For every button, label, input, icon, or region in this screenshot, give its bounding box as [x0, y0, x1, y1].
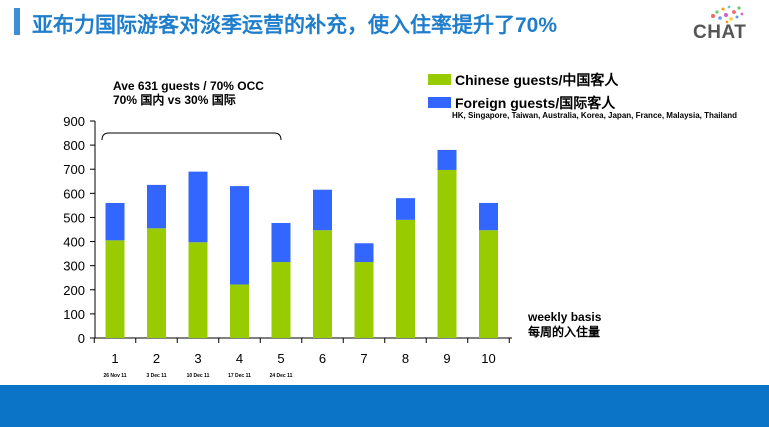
bar-foreign-3: [188, 171, 208, 243]
axis-footnote: weekly basis 每周的入住量: [528, 310, 601, 340]
bar-chinese-4: [230, 284, 249, 338]
summary-annotation: Ave 631 guests / 70% OCC 70% 国内 vs 30% 国…: [113, 79, 264, 107]
y-tick-label: 100: [63, 307, 85, 322]
legend-swatch-foreign: [428, 97, 451, 108]
bar-chinese-10: [479, 230, 498, 338]
bar-chinese-7: [354, 262, 374, 338]
legend-label-foreign: Foreign guests/国际客人: [455, 95, 616, 111]
x-tick-label: 6: [319, 351, 326, 366]
bar-foreign-8: [396, 198, 415, 220]
bar-chinese-2: [147, 228, 166, 338]
title-accent-bar: [14, 8, 20, 35]
y-tick-label: 200: [63, 283, 85, 298]
x-tick-label: 2: [153, 351, 160, 366]
x-tick-label: 1: [111, 351, 118, 366]
y-tick-label: 800: [63, 138, 85, 153]
footer-band: [0, 385, 769, 427]
bar-chinese-1: [105, 240, 125, 338]
x-tick-label: 10: [481, 351, 495, 366]
x-date-label: 3 Dec 11: [146, 373, 166, 379]
bar-foreign-2: [147, 184, 166, 229]
footnote-line-2: 每周的入住量: [528, 325, 601, 339]
bar-chinese-5: [271, 262, 291, 338]
x-date-label: 17 Dec 11: [228, 373, 251, 379]
y-tick-label: 0: [78, 331, 85, 346]
x-tick-label: 3: [194, 351, 201, 366]
bar-chinese-6: [313, 230, 332, 338]
x-tick-label: 8: [402, 351, 409, 366]
bar-chinese-8: [396, 219, 415, 338]
page-title: 亚布力国际游客对淡季运营的补充，使入住率提升了70%: [32, 14, 558, 37]
chat-logo: CHAT: [688, 2, 758, 50]
legend-swatch-chinese: [428, 74, 451, 85]
bar-foreign-1: [105, 202, 125, 241]
bar-foreign-10: [479, 202, 498, 231]
x-date-label: 24 Dec 11: [270, 373, 293, 379]
annotation-line-2: 70% 国内 vs 30% 国际: [113, 93, 236, 107]
bracket-weeks-1-5: [101, 132, 282, 141]
y-tick-label: 700: [63, 162, 85, 177]
countries-note: HK, Singapore, Taiwan, Australia, Korea,…: [452, 111, 737, 120]
logo-text: CHAT: [693, 22, 747, 43]
y-tick-label: 900: [63, 114, 85, 129]
x-tick-label: 9: [443, 351, 450, 366]
x-tick-label: 4: [236, 351, 243, 366]
bar-chinese-3: [188, 242, 208, 338]
logo-dots-icon: [711, 5, 744, 24]
x-tick-label: 7: [360, 351, 367, 366]
y-tick-label: 600: [63, 186, 85, 201]
y-tick-label: 300: [63, 259, 85, 274]
bar-foreign-5: [271, 222, 291, 263]
bar-foreign-4: [230, 186, 249, 285]
legend-label-chinese: Chinese guests/中国客人: [455, 72, 619, 88]
bar-foreign-6: [313, 189, 332, 231]
y-tick-label: 500: [63, 210, 85, 225]
bar-foreign-7: [354, 243, 374, 263]
x-date-label: 26 Nov 11: [103, 373, 126, 379]
x-tick-label: 5: [277, 351, 284, 366]
x-date-label: 10 Dec 11: [187, 373, 210, 379]
annotation-line-1: Ave 631 guests / 70% OCC: [113, 79, 264, 93]
y-tick-label: 400: [63, 235, 85, 250]
bar-foreign-9: [437, 149, 457, 170]
bar-chinese-9: [437, 169, 457, 338]
footnote-line-1: weekly basis: [528, 310, 602, 324]
